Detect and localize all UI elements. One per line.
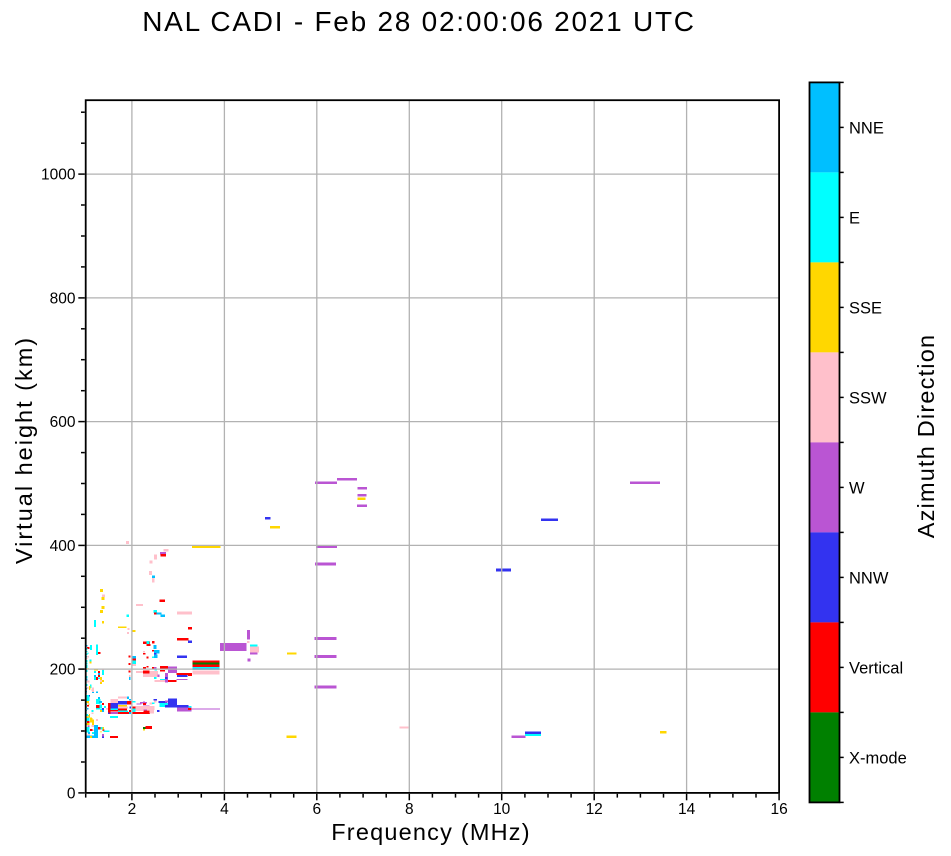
svg-text:Azimuth Direction: Azimuth Direction	[913, 334, 939, 539]
svg-text:X-mode: X-mode	[849, 749, 907, 767]
svg-text:E: E	[849, 209, 860, 227]
svg-text:8: 8	[405, 801, 414, 818]
svg-text:SSE: SSE	[849, 299, 882, 317]
svg-text:NNE: NNE	[849, 119, 884, 137]
svg-text:1000: 1000	[41, 167, 76, 184]
svg-text:0: 0	[67, 786, 76, 803]
svg-text:Frequency (MHz): Frequency (MHz)	[331, 819, 531, 845]
svg-text:2: 2	[128, 801, 137, 818]
svg-text:800: 800	[50, 291, 76, 308]
svg-text:400: 400	[50, 538, 76, 555]
svg-text:Vertical: Vertical	[849, 659, 903, 677]
svg-text:NAL CADI - Feb 28 02:00:06 202: NAL CADI - Feb 28 02:00:06 2021 UTC	[142, 6, 696, 37]
svg-text:W: W	[849, 479, 865, 497]
svg-text:16: 16	[770, 801, 787, 818]
svg-text:4: 4	[220, 801, 229, 818]
svg-text:Virtual height (km): Virtual height (km)	[11, 336, 37, 564]
svg-text:SSW: SSW	[849, 389, 887, 407]
svg-text:600: 600	[50, 414, 76, 431]
svg-text:12: 12	[586, 801, 603, 818]
svg-text:200: 200	[50, 662, 76, 679]
svg-text:14: 14	[678, 801, 696, 818]
svg-text:10: 10	[493, 801, 511, 818]
svg-text:NNW: NNW	[849, 569, 889, 587]
svg-text:6: 6	[312, 801, 321, 818]
